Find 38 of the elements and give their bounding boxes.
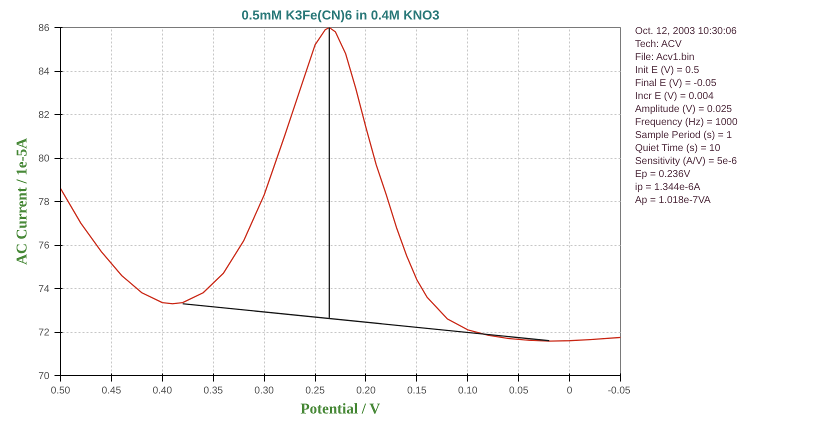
text: Sensitivity (A/V) = 5e-6	[635, 155, 738, 168]
y-tick-label: 76	[38, 240, 50, 252]
text: Final E (V) = -0.05	[635, 77, 718, 90]
x-tick-label: 0	[566, 386, 573, 396]
x-tick-label: 0.30	[254, 386, 274, 396]
y-tick-label: 78	[38, 197, 50, 208]
text: Sample Period (s) = 1	[635, 129, 733, 142]
text: Incr E (V) = 0.004	[635, 90, 715, 103]
x-axis-title: Potential / V	[300, 402, 380, 418]
x-tick-label: 0.35	[203, 386, 224, 396]
x-tick-label: -0.05	[608, 386, 631, 396]
y-tick-label: 74	[38, 284, 50, 295]
text: Ep = 0.236V	[635, 168, 692, 181]
text: Init E (V) = 0.5	[635, 64, 700, 77]
x-tick-label: 0.15	[407, 386, 428, 396]
x-tick-label: 0.25	[305, 386, 326, 396]
y-tick-label: 80	[38, 154, 50, 164]
y-tick-label: 82	[38, 110, 50, 121]
chart-title: 0.5mM K3Fe(CN)6 in 0.4M KNO3	[242, 8, 440, 22]
x-tick-label: 0.45	[102, 386, 122, 396]
x-tick-label: 0.05	[508, 386, 529, 396]
text: Frequency (Hz) = 1000	[635, 116, 738, 129]
text: File: Acv1.bin	[635, 51, 696, 64]
x-tick-label: 0.40	[152, 386, 172, 396]
x-tick-label: 0.20	[356, 386, 376, 396]
y-tick-label: 84	[38, 66, 50, 78]
text: ip = 1.344e-6A	[635, 181, 702, 194]
y-tick-label: 86	[38, 23, 50, 34]
text: Ap = 1.018e-7VA	[635, 194, 712, 207]
text: Tech: ACV	[635, 38, 683, 51]
y-tick-label: 70	[38, 371, 50, 382]
text: Amplitude (V) = 0.025	[635, 103, 733, 116]
x-tick-label: 0.10	[458, 386, 478, 396]
y-axis-title: AC Current / 1e-5A	[14, 138, 30, 265]
text: Quiet Time (s) = 10	[635, 142, 722, 155]
x-tick-label: 0.50	[50, 386, 71, 396]
text: Oct. 12, 2003 10:30:06	[635, 25, 738, 38]
y-tick-label: 72	[38, 328, 50, 338]
